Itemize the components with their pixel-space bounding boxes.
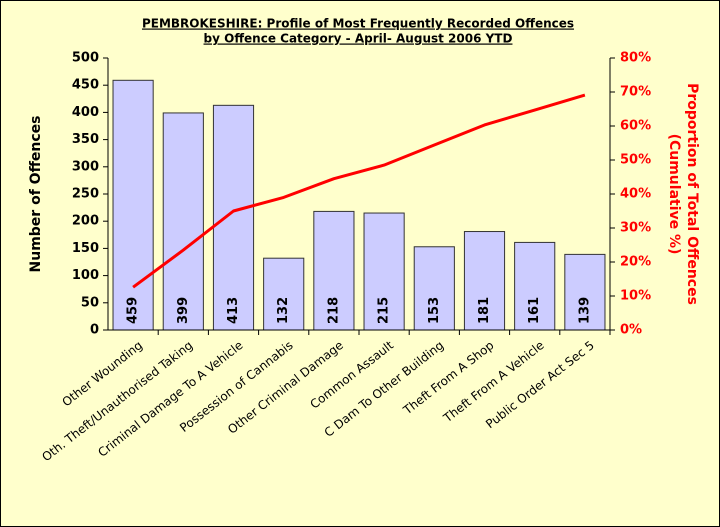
- y-axis-label: Number of Offences: [28, 116, 44, 273]
- bar-value-label: 399: [176, 297, 191, 324]
- bar-value-label: 139: [577, 297, 592, 324]
- y-tick-label: 500: [72, 51, 99, 66]
- bar-value-label: 459: [126, 297, 141, 324]
- bar-value-label: 413: [226, 297, 241, 324]
- y-tick-label: 300: [72, 159, 99, 174]
- bar-value-label: 181: [477, 297, 492, 324]
- y-tick-label: 100: [72, 268, 99, 283]
- y2-tick-label: 0%: [620, 323, 642, 338]
- chart-title: by Offence Category - April- August 2006…: [204, 32, 513, 46]
- bar: [212, 104, 255, 331]
- bar: [363, 212, 405, 331]
- y2-axis-label: Proportion of Total Offences: [684, 83, 700, 305]
- y-tick-label: 450: [72, 78, 99, 93]
- y-tick-label: 400: [72, 105, 99, 120]
- bar: [413, 246, 455, 331]
- bar: [514, 241, 556, 331]
- bar-value-label: 161: [527, 297, 542, 324]
- bar: [162, 112, 204, 331]
- chart-title: PEMBROKESHIRE: Profile of Most Frequentl…: [142, 17, 574, 31]
- y2-tick-label: 40%: [620, 187, 651, 202]
- y-tick-label: 350: [72, 132, 99, 147]
- y2-tick-label: 30%: [620, 221, 651, 236]
- bar-value-label: 132: [276, 297, 291, 324]
- y-tick-label: 250: [72, 187, 99, 202]
- cumulative-line: [132, 93, 586, 289]
- y2-tick-label: 10%: [620, 289, 651, 304]
- y2-tick-label: 50%: [620, 153, 651, 168]
- bar: [463, 231, 506, 331]
- y-tick-label: 0: [90, 323, 99, 338]
- y2-axis-label: (Cumulative %): [666, 134, 682, 255]
- bar-value-label: 215: [377, 297, 392, 324]
- bar: [112, 79, 154, 331]
- y-tick-label: 150: [72, 241, 99, 256]
- bar-value-label: 153: [427, 297, 442, 324]
- y-tick-label: 50: [81, 295, 99, 310]
- y2-tick-label: 20%: [620, 255, 651, 270]
- y-tick-label: 200: [72, 214, 99, 229]
- y2-tick-label: 80%: [620, 51, 651, 66]
- y2-tick-label: 60%: [620, 119, 651, 134]
- bar: [313, 210, 355, 331]
- bar-value-label: 218: [326, 297, 341, 324]
- y2-tick-label: 70%: [620, 85, 651, 100]
